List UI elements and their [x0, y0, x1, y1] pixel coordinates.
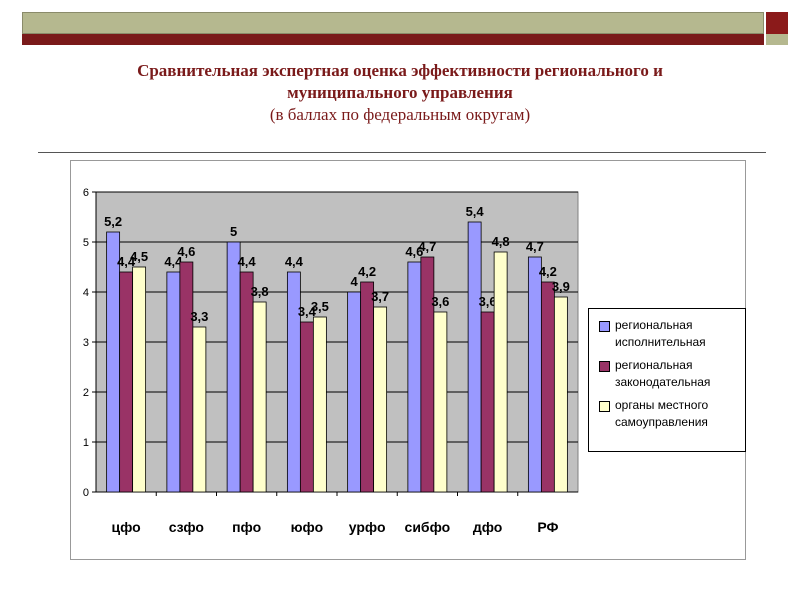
bar: [433, 311, 448, 493]
x-tick-label: дфо: [473, 519, 503, 535]
chart-legend: региональная исполнительная региональная…: [588, 308, 746, 452]
legend-label-local-line1: органы местного: [615, 398, 709, 412]
bar: [553, 296, 568, 493]
data-label: 4,4: [238, 254, 257, 269]
y-tick-label: 0: [83, 487, 89, 499]
bar: [299, 321, 314, 493]
x-tick-label: сибфо: [405, 519, 451, 535]
bar: [420, 256, 435, 493]
title-divider: [38, 152, 766, 153]
data-label: 4,2: [539, 264, 557, 279]
data-label: 4,7: [526, 239, 544, 254]
legend-label-executive: региональная исполнительная: [615, 317, 706, 351]
data-label: 4,4: [285, 254, 304, 269]
data-label: 4,2: [358, 264, 376, 279]
bar: [407, 261, 422, 493]
bar: [119, 271, 134, 493]
x-tick-label: РФ: [537, 519, 558, 535]
legend-item-executive: региональная исполнительная: [599, 317, 739, 351]
bar: [179, 261, 194, 493]
bar: [527, 256, 542, 493]
bar: [493, 251, 508, 493]
data-label: 5: [230, 224, 237, 239]
data-label: 5,4: [466, 204, 485, 219]
data-label: 5,2: [104, 214, 122, 229]
y-tick-label: 6: [83, 187, 89, 199]
bar: [226, 241, 241, 493]
page-title-line2: муниципального управления: [287, 83, 513, 102]
bar: [192, 326, 207, 493]
page-title-line1: Сравнительная экспертная оценка эффектив…: [137, 61, 663, 80]
bar: [373, 306, 388, 493]
data-label: 3,8: [251, 284, 269, 299]
y-tick-label: 4: [83, 287, 89, 299]
data-label: 4,6: [177, 244, 195, 259]
header-band-dark: [22, 34, 764, 45]
data-label: 3,6: [431, 294, 449, 309]
data-label: 3,5: [311, 299, 329, 314]
legend-label-executive-line2: исполнительная: [615, 335, 706, 349]
data-label: 4,4: [164, 254, 183, 269]
data-label: 3,6: [479, 294, 497, 309]
bar: [312, 316, 327, 493]
y-tick-label: 3: [83, 337, 89, 349]
bar: [360, 281, 375, 493]
legend-label-legislative: региональная законодательная: [615, 357, 710, 391]
bar: [540, 281, 555, 493]
data-label: 4,4: [117, 254, 136, 269]
bar: [132, 266, 147, 493]
bar: [252, 301, 267, 493]
title-block: Сравнительная экспертная оценка эффектив…: [30, 60, 770, 126]
data-label: 4,6: [405, 244, 423, 259]
corner-accent-red: [766, 12, 788, 34]
x-tick-label: юфо: [291, 519, 324, 535]
bar: [106, 231, 121, 493]
legend-swatch-executive: [599, 321, 610, 332]
x-tick-label: сзфо: [169, 519, 204, 535]
y-tick-label: 1: [83, 437, 89, 449]
corner-accent-olive: [766, 34, 788, 45]
x-tick-label: цфо: [112, 519, 141, 535]
data-label: 4: [351, 274, 359, 289]
legend-label-executive-line1: региональная: [615, 318, 693, 332]
data-label: 4,5: [130, 249, 148, 264]
bar: [166, 271, 181, 493]
legend-swatch-local: [599, 401, 610, 412]
bar: [467, 221, 482, 493]
legend-label-local-line2: самоуправления: [615, 415, 708, 429]
bar: [239, 271, 254, 493]
bar: [480, 311, 495, 493]
data-label: 3,3: [190, 309, 208, 324]
legend-label-local: органы местного самоуправления: [615, 397, 708, 431]
legend-label-legislative-line2: законодательная: [615, 375, 711, 389]
header-band-light: [22, 12, 764, 34]
data-label: 4,7: [418, 239, 436, 254]
bar: [347, 291, 362, 493]
data-label: 3,4: [298, 304, 317, 319]
x-tick-label: пфо: [232, 519, 261, 535]
legend-label-legislative-line1: региональная: [615, 358, 693, 372]
legend-swatch-legislative: [599, 361, 610, 372]
y-tick-label: 2: [83, 387, 89, 399]
data-label: 4,8: [492, 234, 510, 249]
page-subtitle: (в баллах по федеральным округам): [269, 105, 531, 124]
legend-item-local: органы местного самоуправления: [599, 397, 739, 431]
x-tick-label: урфо: [349, 519, 386, 535]
data-label: 3,9: [552, 279, 570, 294]
y-tick-label: 5: [83, 237, 89, 249]
legend-item-legislative: региональная законодательная: [599, 357, 739, 391]
data-label: 3,7: [371, 289, 389, 304]
